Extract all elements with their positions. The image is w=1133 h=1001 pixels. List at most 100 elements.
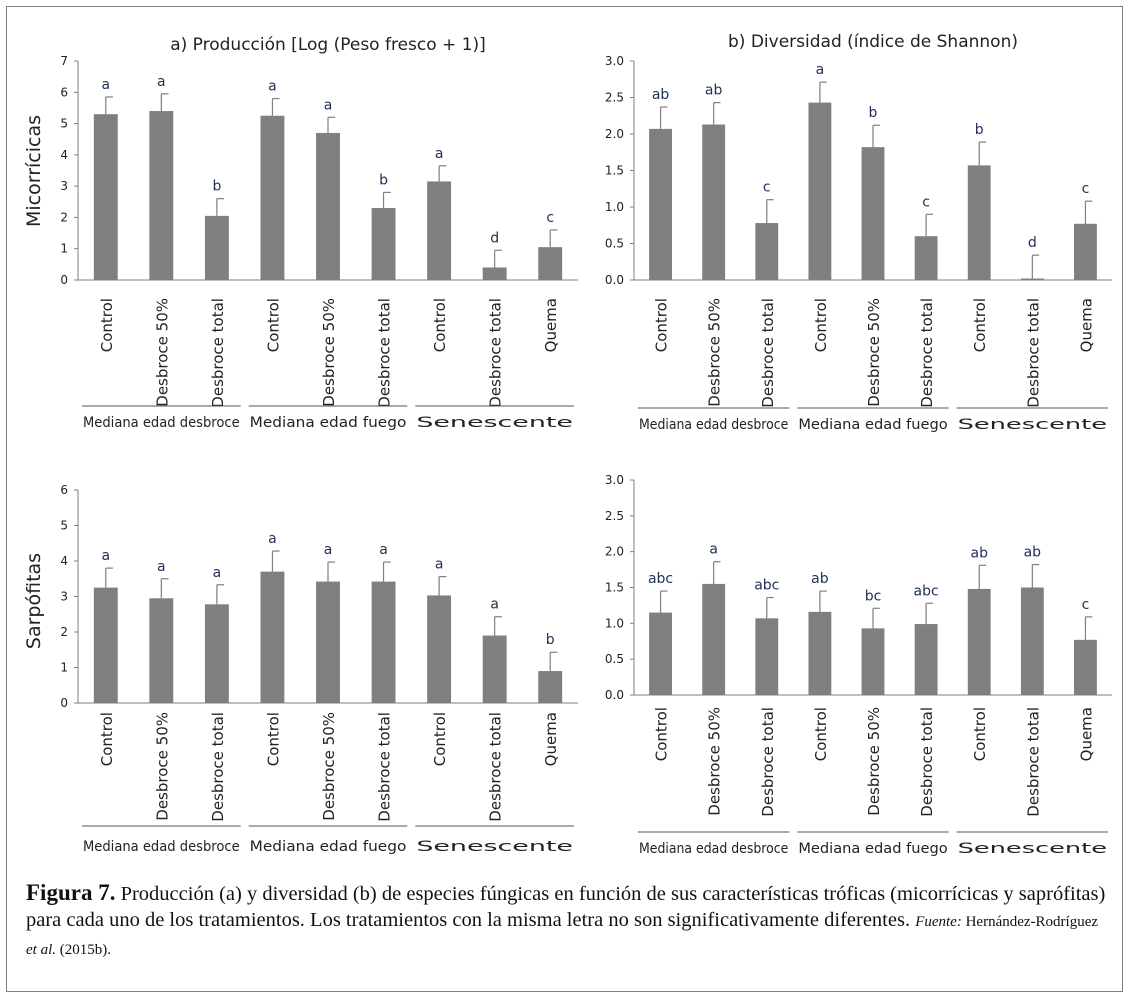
category-label: Quema (542, 298, 560, 352)
category-label: Control (98, 712, 116, 766)
category-label: Desbroce total (1024, 707, 1042, 817)
category-label: Control (971, 707, 989, 761)
category-label: Desbroce 50% (865, 298, 883, 407)
significance-letter: abc (648, 571, 673, 587)
y-tick-label: 0 (60, 696, 68, 710)
bar (1074, 223, 1097, 280)
category-label: Desbroce 50% (153, 712, 171, 821)
significance-letter: c (1082, 597, 1090, 613)
significance-letter: a (268, 531, 277, 547)
bar (204, 604, 229, 703)
category-label: Desbroce total (209, 298, 227, 408)
significance-letter: d (490, 230, 499, 246)
bar (538, 247, 563, 280)
category-label: Quema (1077, 707, 1095, 761)
bar (914, 624, 938, 695)
bar (1020, 278, 1044, 280)
category-label: Desbroce total (918, 298, 936, 408)
group-label: Mediana edad fuego (798, 841, 947, 857)
bar (755, 618, 779, 695)
significance-letter: b (975, 122, 984, 138)
significance-letter: a (435, 557, 444, 573)
category-label: Quema (1077, 298, 1095, 352)
y-tick-label: 3 (60, 590, 68, 604)
significance-letter: ab (705, 83, 723, 99)
significance-letter: a (157, 74, 166, 90)
group-label: Senescente (958, 417, 1107, 433)
bar (260, 571, 285, 703)
group-label: Mediana edad fuego (250, 839, 407, 855)
significance-letter: a (324, 542, 333, 558)
significance-letter: b (546, 632, 555, 648)
bar (808, 611, 832, 695)
caption-source-year: (2015b). (56, 942, 111, 958)
y-tick-label: 7 (60, 54, 68, 68)
caption-label: Figura 7. (26, 880, 116, 905)
significance-letter: bc (865, 588, 882, 604)
y-tick-label: 3 (60, 179, 68, 193)
y-tick-label: 1.0 (605, 200, 624, 214)
caption-text: Producción (a) y diversidad (b) de espec… (26, 883, 1106, 931)
significance-letter: a (379, 542, 388, 558)
significance-letter: a (435, 146, 444, 162)
bar (1020, 587, 1044, 695)
y-tick-label: 5 (60, 117, 68, 131)
y-tick-label: 6 (60, 85, 68, 99)
category-label: Desbroce total (1024, 298, 1042, 408)
significance-letter: a (324, 97, 333, 113)
significance-letter: d (1028, 235, 1037, 251)
bar (316, 581, 340, 703)
y-tick-label: 4 (60, 554, 68, 568)
y-tick-label: 0 (60, 273, 68, 287)
group-label: Senescente (416, 415, 573, 431)
bar (861, 147, 885, 280)
bar (1074, 639, 1097, 695)
bar (914, 236, 938, 280)
y-tick-label: 3.0 (605, 473, 624, 487)
group-label: Mediana edad fuego (250, 415, 407, 431)
significance-letter: b (212, 179, 221, 195)
category-label: Control (98, 298, 116, 352)
significance-letter: ab (652, 87, 670, 103)
y-tick-label: 2.0 (605, 545, 624, 559)
significance-letter: a (101, 548, 110, 564)
category-label: Desbroce total (376, 298, 394, 408)
y-tick-label: 1 (60, 242, 68, 256)
significance-letter: a (490, 597, 499, 613)
significance-letter: b (379, 172, 388, 188)
y-tick-label: 0.0 (605, 688, 624, 702)
category-label: Desbroce total (918, 707, 936, 817)
category-label: Desbroce total (376, 712, 394, 822)
significance-letter: a (101, 77, 110, 93)
category-label: Desbroce 50% (706, 298, 724, 407)
category-label: Desbroce total (487, 712, 505, 822)
category-label: Control (812, 707, 830, 761)
bar (316, 132, 340, 280)
y-tick-label: 6 (60, 483, 68, 497)
y-tick-label: 2.5 (605, 91, 624, 105)
category-label: Desbroce 50% (865, 707, 883, 816)
category-label: Desbroce total (759, 707, 777, 817)
group-label: Mediana edad fuego (798, 417, 947, 433)
caption-source-etal: et al. (26, 942, 56, 958)
category-label: Control (431, 712, 449, 766)
category-label: Control (264, 712, 282, 766)
significance-letter: c (1082, 181, 1090, 197)
y-tick-label: 4 (60, 148, 68, 162)
significance-letter: a (709, 542, 718, 558)
category-label: Desbroce total (759, 298, 777, 408)
category-label: Control (264, 298, 282, 352)
bar (649, 612, 672, 695)
bar (755, 223, 779, 280)
bar (702, 124, 726, 280)
significance-letter: ab (970, 545, 988, 561)
bar (861, 628, 885, 695)
chart-panel-2: b) Diversidad (índice de Shannon) 0.0 0.5 1… (605, 32, 1112, 433)
chart-panel-4: 0.00.51.01.52.02.53.0abcControlaDesbroce… (605, 473, 1112, 857)
bar (967, 165, 991, 280)
significance-letter: a (816, 62, 825, 78)
bar (482, 635, 507, 703)
category-label: Control (971, 298, 989, 352)
bar (371, 208, 396, 280)
